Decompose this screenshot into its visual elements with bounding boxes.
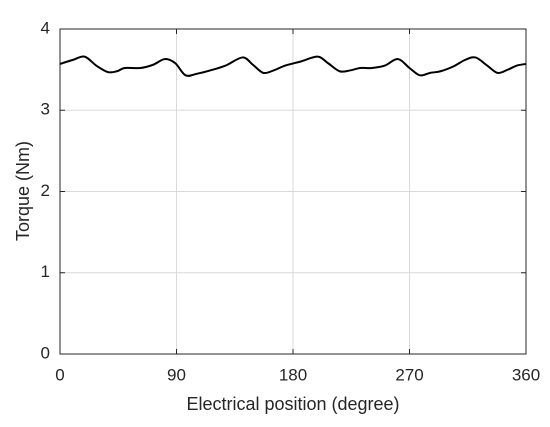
y-axis-label: Torque (Nm) — [13, 141, 33, 241]
x-tick-label: 180 — [279, 365, 307, 384]
torque-line — [59, 55, 527, 77]
y-tick-label: 3 — [41, 100, 50, 119]
x-tick-label: 90 — [167, 365, 186, 384]
y-tick-label: 4 — [41, 18, 50, 37]
x-axis-label: Electrical position (degree) — [186, 394, 399, 414]
x-tick-label: 270 — [395, 365, 423, 384]
y-tick-label: 1 — [41, 262, 50, 281]
x-tick-label: 0 — [55, 365, 64, 384]
plot-frame — [59, 28, 527, 355]
x-tick-label: 360 — [512, 365, 540, 384]
y-tick-label: 0 — [41, 343, 50, 362]
y-tick-label: 2 — [41, 181, 50, 200]
